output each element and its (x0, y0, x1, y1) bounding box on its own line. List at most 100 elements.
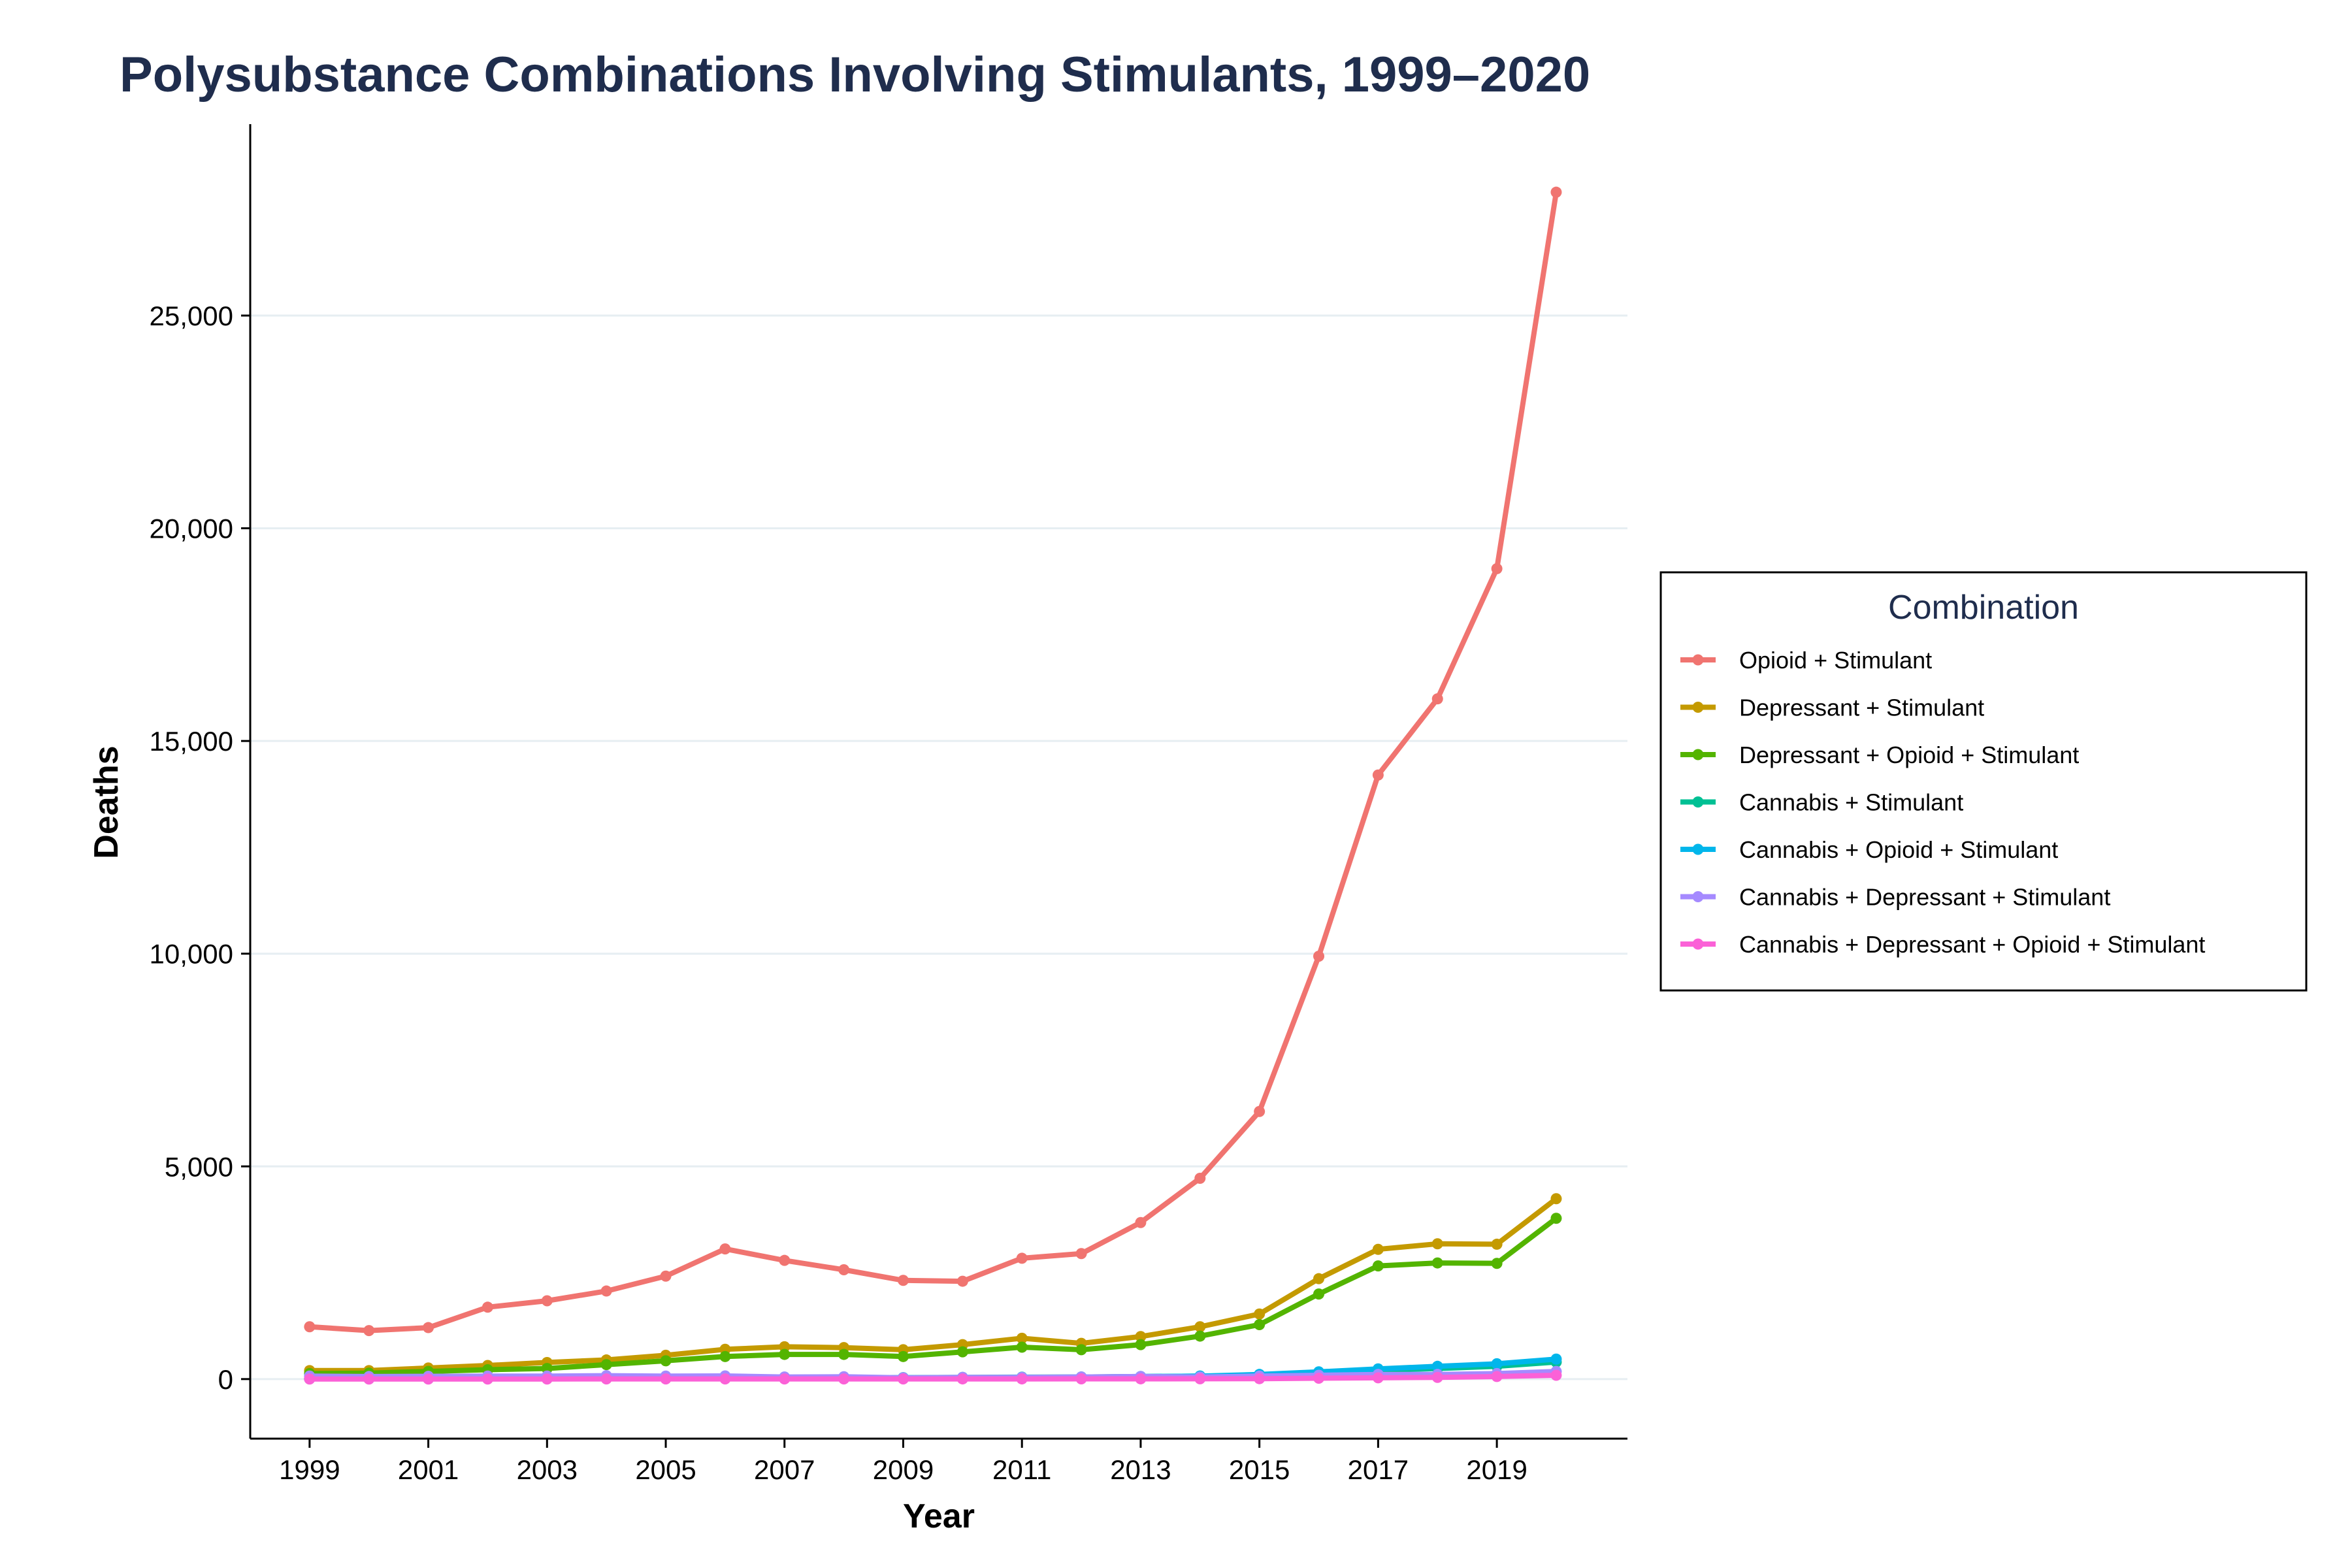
data-point (1075, 1248, 1087, 1260)
data-point (1194, 1173, 1206, 1184)
legend-item: Depressant + Opioid + Stimulant (1680, 742, 2079, 768)
legend-item: Cannabis + Opioid + Stimulant (1680, 836, 2058, 863)
legend-label: Opioid + Stimulant (1739, 647, 1932, 674)
data-point (1254, 1373, 1266, 1384)
legend-title: Combination (1888, 589, 2079, 627)
data-point (304, 1373, 316, 1385)
legend: Combination Opioid + Stimulant Depressant… (1659, 571, 2308, 992)
legend-box (1659, 571, 2308, 992)
data-point (1550, 1213, 1562, 1224)
x-tick-label: 2001 (398, 1454, 459, 1485)
data-point (1372, 769, 1384, 781)
series-6 (304, 1369, 1562, 1385)
data-point (779, 1348, 791, 1360)
legend-label: Depressant + Opioid + Stimulant (1739, 742, 2079, 768)
data-point (1550, 1193, 1562, 1205)
legend-point (1692, 654, 1704, 666)
data-point (600, 1285, 612, 1297)
data-point (1313, 951, 1325, 962)
axes (249, 124, 1627, 1440)
data-point (1135, 1339, 1147, 1350)
legend-point (1692, 796, 1704, 808)
legend-items: Opioid + Stimulant Depressant + Stimulant… (1680, 647, 2205, 958)
data-point (1431, 1238, 1443, 1250)
x-tick-label: 2013 (1110, 1454, 1171, 1485)
data-point (1372, 1260, 1384, 1272)
data-point (363, 1373, 375, 1385)
data-point (897, 1350, 909, 1362)
data-point (541, 1295, 553, 1307)
data-point (838, 1348, 850, 1360)
x-tick-label: 2009 (873, 1454, 934, 1485)
data-point (600, 1359, 612, 1371)
x-tick-label: 1999 (279, 1454, 340, 1485)
series-line (306, 1196, 1559, 1373)
data-point (1550, 1353, 1562, 1365)
data-point (956, 1346, 968, 1358)
data-point (1016, 1252, 1028, 1264)
data-point (1254, 1105, 1266, 1117)
y-tick-label: 20,000 (150, 514, 233, 544)
data-point (779, 1341, 791, 1352)
data-point (1431, 1371, 1443, 1383)
data-point (956, 1373, 968, 1385)
series-lines (304, 186, 1562, 1385)
data-point (660, 1355, 672, 1367)
series-line (306, 1373, 1559, 1382)
data-point (1431, 1257, 1443, 1269)
data-point (423, 1373, 434, 1385)
data-point (660, 1373, 672, 1385)
data-point (719, 1243, 731, 1255)
data-point (1491, 1358, 1503, 1369)
series-line (306, 1215, 1559, 1377)
series-0 (304, 186, 1562, 1337)
data-point (1491, 1238, 1503, 1250)
data-point (719, 1373, 731, 1385)
data-point (1194, 1373, 1206, 1384)
series-2 (304, 1213, 1562, 1379)
data-point (1016, 1373, 1028, 1385)
data-point (779, 1254, 791, 1266)
x-tick-label: 2011 (992, 1454, 1051, 1485)
data-point (541, 1363, 553, 1375)
data-point (423, 1322, 434, 1333)
x-axis-ticks: 1999 2001 2003 2005 2007 2009 2011 2013 2015 2017… (279, 1439, 1527, 1485)
y-tick-label: 0 (218, 1364, 233, 1395)
legend-label: Cannabis + Depressant + Stimulant (1739, 884, 2110, 911)
data-point (1194, 1330, 1206, 1342)
legend-label: Cannabis + Opioid + Stimulant (1739, 836, 2058, 863)
data-point (1313, 1373, 1325, 1384)
x-tick-label: 2015 (1229, 1454, 1290, 1485)
data-point (779, 1373, 791, 1385)
legend-point (1692, 702, 1704, 713)
data-point (897, 1275, 909, 1286)
data-point (897, 1373, 909, 1385)
data-point (1550, 186, 1562, 198)
y-tick-label: 25,000 (150, 301, 233, 331)
legend-point (1692, 938, 1704, 950)
y-tick-label: 15,000 (150, 726, 233, 757)
legend-point (1692, 891, 1704, 902)
data-point (1135, 1331, 1147, 1343)
series-line (306, 189, 1559, 1333)
data-point (660, 1270, 672, 1282)
x-tick-label: 2017 (1348, 1454, 1409, 1485)
data-point (1491, 1258, 1503, 1269)
data-point (1491, 563, 1503, 574)
data-point (1135, 1217, 1147, 1228)
x-tick-label: 2003 (517, 1454, 578, 1485)
x-tick-label: 2007 (754, 1454, 815, 1485)
data-point (956, 1275, 968, 1287)
data-point (1194, 1321, 1206, 1333)
data-point (1372, 1372, 1384, 1384)
data-point (1075, 1344, 1087, 1356)
x-tick-label: 2019 (1466, 1454, 1527, 1485)
data-point (541, 1373, 553, 1385)
y-axis-title: Deaths (88, 745, 125, 858)
y-axis-ticks: 0 5,000 10,000 15,000 20,000 25,000 (150, 301, 250, 1395)
legend-label: Cannabis + Depressant + Opioid + Stimula… (1739, 931, 2205, 958)
data-point (1431, 1360, 1443, 1372)
data-point (1254, 1318, 1266, 1330)
legend-item: Cannabis + Depressant + Opioid + Stimula… (1680, 931, 2205, 958)
